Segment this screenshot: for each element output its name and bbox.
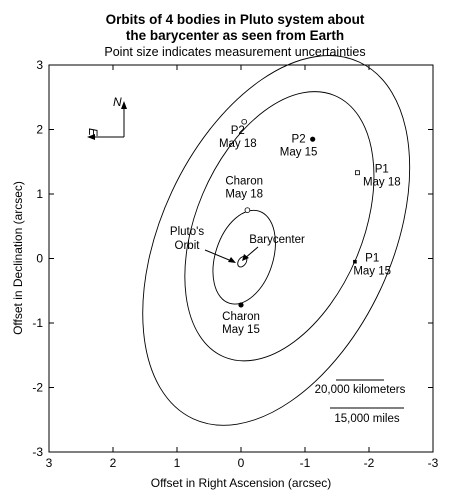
plutos-orbit-label-line2: Orbit xyxy=(175,240,201,252)
y-tick-label: -2 xyxy=(32,381,43,395)
point-p2-may-18 xyxy=(241,118,248,125)
point-label-p1-may-18-line2: May 18 xyxy=(363,177,401,189)
scale-bar-km-label: 20,000 kilometers xyxy=(315,384,406,396)
x-tick-label: -1 xyxy=(300,456,311,470)
point-label-p2-may-18-line1: P2 xyxy=(231,125,245,137)
point-p1-may-18 xyxy=(355,170,360,176)
x-tick-label: 1 xyxy=(174,456,181,470)
point-label-p2-may-18-line2: May 18 xyxy=(219,138,257,150)
compass-north-arrowhead xyxy=(121,101,127,109)
x-tick-label: 0 xyxy=(238,456,245,470)
plutos-orbit-arrowhead xyxy=(228,257,236,263)
x-tick-label: 3 xyxy=(46,456,53,470)
plutos-orbit-label-line1: Pluto's xyxy=(170,226,204,238)
plutos-orbit-arrow xyxy=(204,249,235,263)
point-label-charon-may-18-line2: May 18 xyxy=(225,188,263,200)
barycenter-annotation: Barycenter xyxy=(242,234,305,261)
x-tick-label: -2 xyxy=(364,456,375,470)
point-label-charon-may-15-line2: May 15 xyxy=(222,324,260,336)
barycenter-arrowhead xyxy=(242,254,249,261)
point-label-p2-may-15-line2: May 15 xyxy=(280,146,318,158)
y-axis-label: Offset in Declination (arcsec) xyxy=(11,181,25,335)
x-tick-label: 2 xyxy=(110,456,117,470)
orbit-charon xyxy=(212,209,276,305)
plutos-orbit-annotation: Pluto's Orbit xyxy=(170,226,236,263)
y-tick-label: 3 xyxy=(36,58,43,72)
scale-bar-miles-label: 15,000 miles xyxy=(334,413,399,425)
point-label-charon-may-18-line1: Charon xyxy=(225,175,263,187)
x-tick-label: -3 xyxy=(428,456,439,470)
y-tick-label: 0 xyxy=(36,252,43,266)
compass-north-label: N xyxy=(113,95,122,109)
point-label-p1-may-18-line1: P1 xyxy=(375,164,389,176)
chart-title: Orbits of 4 bodies in Pluto system about xyxy=(106,12,365,27)
orbits-layer xyxy=(142,55,411,426)
y-tick-label: -1 xyxy=(32,316,43,330)
point-charon-may-18 xyxy=(244,207,251,213)
chart-subtitle: Point size indicates measurement uncerta… xyxy=(104,45,365,59)
point-p1-may-15 xyxy=(353,259,357,264)
compass-east-arrowhead xyxy=(87,134,95,140)
points-layer xyxy=(238,118,360,308)
barycenter-label: Barycenter xyxy=(249,234,305,246)
orbit-p1 xyxy=(142,55,411,426)
point-label-p1-may-15-line2: May 15 xyxy=(353,266,391,278)
compass-east-label: E xyxy=(86,128,100,137)
scale-bars: 20,000 kilometers 15,000 miles xyxy=(315,379,406,425)
y-tick-label: 1 xyxy=(36,187,43,201)
orbit-p2 xyxy=(184,91,375,362)
compass: N E xyxy=(86,95,127,140)
point-p2-may-15 xyxy=(310,136,316,142)
point-label-charon-may-15-line1: Charon xyxy=(222,311,260,323)
x-axis-label: Offset in Right Ascension (arcsec) xyxy=(151,476,332,490)
y-tick-label: 2 xyxy=(36,123,43,137)
point-label-p2-may-15-line1: P2 xyxy=(292,133,306,145)
chart-title-line2: the barycenter as seen from Earth xyxy=(126,28,344,43)
point-label-p1-may-15-line1: P1 xyxy=(365,253,379,265)
y-tick-label: -3 xyxy=(32,445,43,459)
point-charon-may-15 xyxy=(238,302,244,308)
